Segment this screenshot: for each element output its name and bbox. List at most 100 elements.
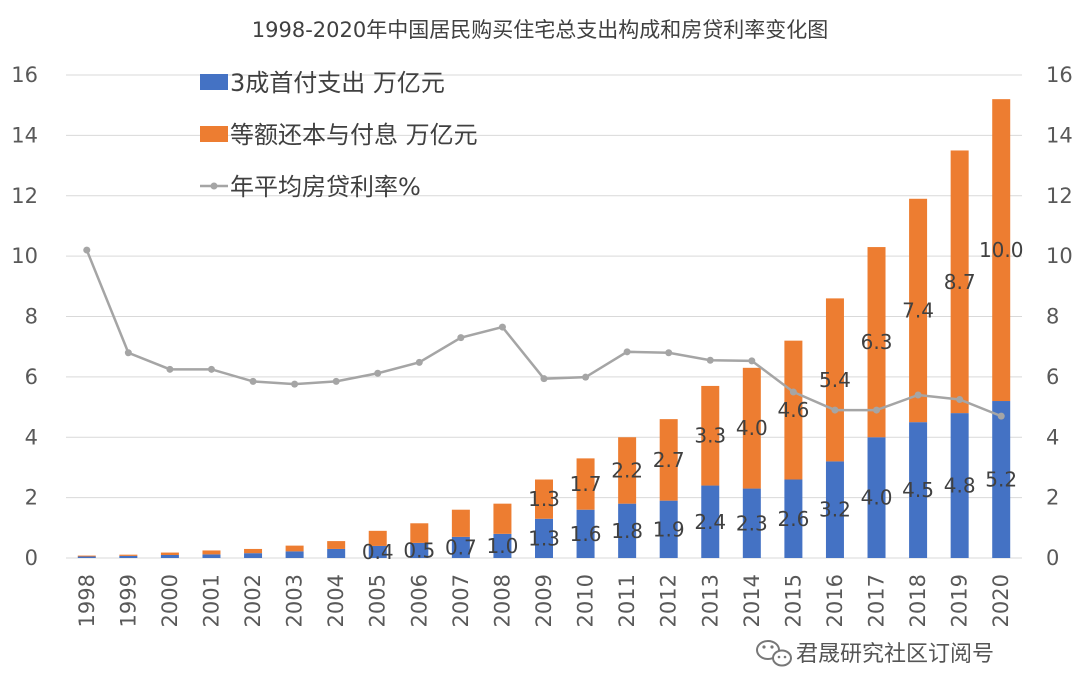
data-label-down-payment: 0.5	[403, 538, 435, 562]
rate-point	[831, 406, 839, 414]
y-tick-label-left: 2	[25, 486, 38, 510]
data-label-repayment: 3.3	[694, 424, 726, 448]
data-label-down-payment: 3.2	[819, 498, 851, 522]
data-label-repayment: 4.0	[736, 416, 768, 440]
y-tick-label-right: 12	[1046, 184, 1073, 208]
data-label-repayment: 1.7	[570, 472, 602, 496]
bar-repayment	[909, 198, 928, 423]
legend-marker-rate	[210, 182, 218, 190]
data-label-repayment: 7.4	[902, 298, 934, 322]
y-tick-label-right: 0	[1046, 546, 1059, 570]
rate-point	[748, 357, 756, 365]
x-tick-label: 2007	[449, 574, 473, 627]
bar-down-payment	[659, 500, 678, 558]
data-label-repayment: 5.4	[819, 368, 851, 392]
x-tick-label: 2013	[698, 574, 722, 627]
bar-repayment	[742, 367, 761, 489]
x-tick-label: 2010	[574, 574, 598, 627]
legend-swatch-down-payment	[200, 74, 228, 90]
bar-repayment	[535, 479, 553, 519]
bar-down-payment	[618, 503, 637, 558]
legend-label-down-payment: 3成首付支出 万亿元	[230, 69, 445, 97]
bar-down-payment	[576, 509, 595, 558]
y-tick-label-left: 8	[25, 305, 38, 329]
wechat-icon	[756, 640, 792, 667]
bar-repayment	[576, 458, 595, 510]
rate-point	[207, 365, 215, 373]
y-tick-label-left: 10	[11, 244, 38, 268]
bar-repayment	[202, 550, 221, 555]
data-label-down-payment: 5.2	[985, 468, 1017, 492]
data-label-repayment: 2.7	[653, 448, 685, 472]
x-tick-label: 2000	[158, 574, 182, 627]
bar-repayment	[285, 545, 304, 552]
bar-repayment	[244, 548, 263, 554]
y-tick-label-left: 14	[11, 123, 38, 147]
bar-down-payment	[451, 536, 470, 558]
x-tick-label: 2006	[407, 574, 431, 627]
bar-repayment	[701, 385, 720, 486]
y-tick-label-right: 16	[1046, 63, 1073, 87]
rate-point	[582, 373, 590, 381]
bar-down-payment	[160, 554, 179, 558]
bar-down-payment	[493, 533, 512, 558]
bar-down-payment	[410, 542, 429, 558]
rate-point	[665, 349, 673, 357]
y-axis-right: 0 2 4 6 8 10 12 14 16	[1046, 63, 1073, 570]
bar-down-payment	[285, 551, 304, 558]
rate-point	[124, 349, 132, 357]
x-tick-label: 2001	[199, 574, 223, 627]
y-tick-label-right: 8	[1046, 305, 1059, 329]
bar-down-payment	[244, 553, 263, 558]
rate-point	[83, 246, 91, 254]
rate-point	[914, 391, 922, 399]
data-label-down-payment: 4.8	[944, 474, 976, 498]
rate-point	[415, 358, 423, 366]
data-label-down-payment: 0.7	[445, 535, 477, 559]
bar-repayment	[950, 150, 969, 414]
bar-repayment	[825, 298, 844, 462]
bar-repayment	[451, 509, 470, 537]
rate-point	[498, 323, 506, 331]
bar-down-payment	[742, 488, 761, 558]
bar-repayment	[867, 247, 886, 438]
legend-label-rate: 年平均房贷利率%	[230, 173, 421, 201]
y-tick-label-left: 4	[25, 425, 38, 449]
data-label-down-payment: 2.3	[736, 511, 768, 535]
rate-point	[997, 412, 1005, 420]
bar-down-payment	[825, 461, 844, 558]
bar-down-payment	[368, 545, 387, 558]
data-labels: 0.4 0.5 0.7 1.0 1.3 1.3 1.6 1.7 1.8 2.2 1.9 2.7 2.4 3…	[362, 238, 1024, 564]
watermark-text: 君晟研究社区订阅号	[796, 642, 994, 667]
rate-point	[457, 334, 465, 342]
rate-line	[83, 246, 1005, 420]
y-tick-label-left: 16	[11, 63, 38, 87]
bar-down-payment	[202, 554, 221, 558]
gridlines	[66, 74, 1022, 559]
bar-repayment	[327, 541, 346, 549]
x-tick-label: 2011	[615, 574, 639, 627]
data-label-down-payment: 4.5	[902, 478, 934, 502]
x-tick-label: 2017	[865, 574, 889, 627]
x-tick-label: 1998	[75, 574, 99, 627]
data-label-down-payment: 2.6	[777, 507, 809, 531]
rate-point	[166, 365, 174, 373]
bar-down-payment	[77, 556, 96, 558]
x-tick-label: 2014	[740, 574, 764, 627]
bar-repayment	[160, 552, 179, 555]
x-tick-label: 2015	[781, 574, 805, 627]
x-tick-label: 2009	[532, 574, 556, 627]
rate-point	[291, 380, 299, 388]
rate-point	[956, 396, 964, 404]
bar-down-payment	[701, 485, 720, 558]
bar-down-payment	[867, 437, 886, 558]
bar-down-payment	[909, 422, 928, 558]
bar-down-payment	[784, 479, 803, 558]
rate-point	[706, 356, 714, 364]
data-label-repayment: 8.7	[944, 270, 976, 294]
bar-repayment	[659, 419, 678, 501]
x-tick-label: 2018	[906, 574, 930, 627]
y-tick-label-right: 2	[1046, 486, 1059, 510]
x-tick-label: 2012	[657, 574, 681, 627]
